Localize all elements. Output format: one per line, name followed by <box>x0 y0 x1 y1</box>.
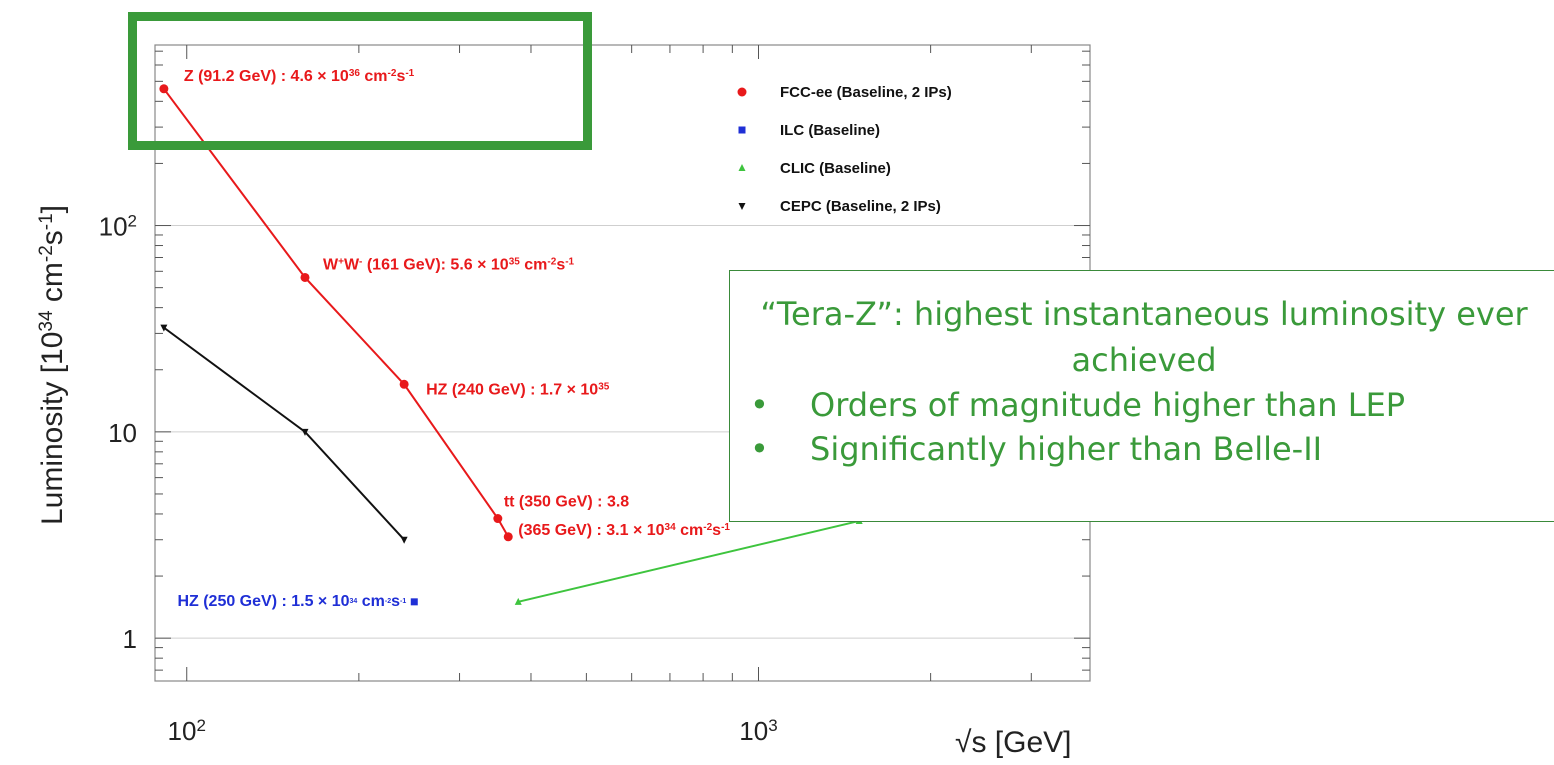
legend-label: FCC-ee (Baseline, 2 IPs) <box>780 84 952 101</box>
callout-box: “Tera-Z”: highest instantaneous luminosi… <box>729 270 1554 522</box>
x-tick-label: 103 <box>739 716 777 747</box>
series-line <box>518 519 860 603</box>
data-point <box>493 514 503 524</box>
legend-label: CLIC (Baseline) <box>780 160 891 177</box>
data-point <box>738 164 746 171</box>
tick-labels: 102 103 1 10 102 <box>99 211 778 746</box>
annotation-hz240: HZ (240 GeV) : 1.7 × 1035 <box>426 381 610 399</box>
series-ilc <box>410 598 418 606</box>
data-point <box>160 324 168 332</box>
annotation-tt350: tt (350 GeV) : 3.8 <box>504 494 629 511</box>
y-tick-label: 1 <box>123 624 137 654</box>
series-fcc-ee <box>159 84 513 542</box>
callout-title: “Tera-Z”: highest instantaneous luminosi… <box>760 295 1528 379</box>
data-point <box>514 597 522 605</box>
data-series <box>159 84 863 606</box>
highlight-box <box>128 12 592 150</box>
data-point <box>301 428 309 436</box>
series-cepc <box>160 324 408 544</box>
annotation-ww: W+W- (161 GeV): 5.6 × 1035 cm-2s-1 <box>323 256 575 274</box>
callout-bullet: Orders of magnitude higher than LEP <box>750 383 1554 427</box>
legend-label: CEPC (Baseline, 2 IPs) <box>780 198 941 215</box>
data-point <box>738 126 746 134</box>
y-tick-label: 102 <box>99 211 137 242</box>
data-point <box>399 379 409 389</box>
data-point <box>737 87 747 97</box>
callout-bullet: Significantly higher than Belle-II <box>750 427 1554 471</box>
point-annotations: Z (91.2 GeV) : 4.6 × 1036 cm-2s-1 W+W- (1… <box>177 67 730 610</box>
legend: FCC-ee (Baseline, 2 IPs) ILC (Baseline) CL… <box>737 84 952 215</box>
annotation-tt365: (365 GeV) : 3.1 × 1034 cm-2s-1 <box>518 521 730 539</box>
x-tick-label: 102 <box>168 716 206 747</box>
annotation-hz250: HZ (250 GeV) : 1.5 × 1034 cm-2s-1 <box>177 593 406 610</box>
axis-ticks <box>155 45 1090 681</box>
legend-label: ILC (Baseline) <box>780 122 880 139</box>
data-point <box>300 272 310 282</box>
data-point <box>410 598 418 606</box>
x-axis-label: √s [GeV] <box>955 726 1072 759</box>
data-point <box>738 203 746 210</box>
data-point <box>503 532 513 542</box>
y-tick-label: 10 <box>108 418 137 448</box>
data-point <box>159 84 169 94</box>
callout-list: Orders of magnitude higher than LEP Sign… <box>730 383 1554 471</box>
data-point <box>400 536 408 544</box>
annotation-z: Z (91.2 GeV) : 4.6 × 1036 cm-2s-1 <box>184 67 415 85</box>
y-axis-label: Luminosity [1034 cm-2s-1] <box>36 205 70 525</box>
